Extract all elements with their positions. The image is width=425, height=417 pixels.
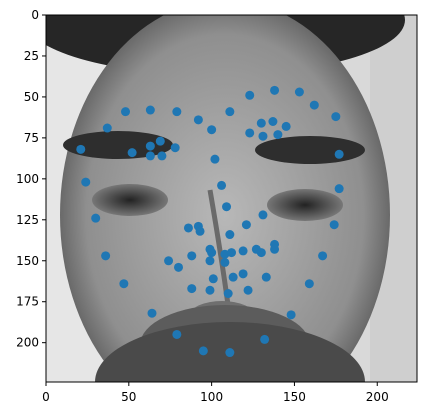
landmark-point-50 <box>281 121 291 131</box>
y-tick-label: 50 <box>24 90 39 104</box>
landmark-point-25 <box>270 85 280 95</box>
landmark-point-42 <box>145 141 155 151</box>
landmark-point-45 <box>157 151 167 161</box>
landmark-point-44 <box>170 143 180 153</box>
face-photo <box>46 15 417 382</box>
landmark-point-57 <box>220 257 230 267</box>
x-tick-label: 0 <box>42 390 50 404</box>
landmark-point-38 <box>238 246 248 256</box>
landmark-point-14 <box>334 184 344 194</box>
landmark-point-33 <box>258 210 268 220</box>
landmark-point-1 <box>81 177 91 187</box>
y-tick-label: 0 <box>31 8 39 22</box>
landmark-points <box>76 85 344 358</box>
landmark-point-46 <box>145 151 155 161</box>
landmark-point-68 <box>243 285 253 295</box>
landmark-point-17 <box>102 123 112 133</box>
landmark-point-10 <box>286 310 296 320</box>
landmark-point-19 <box>145 105 155 115</box>
landmark-point-54 <box>174 262 183 272</box>
landmark-point-16 <box>331 112 341 122</box>
landmark-point-20 <box>172 107 182 117</box>
landmark-point-13 <box>329 220 339 230</box>
landmark-point-9 <box>260 334 270 344</box>
landmark-point-47 <box>245 128 255 138</box>
landmark-point-70 <box>208 274 218 284</box>
landmark-point-30 <box>222 202 232 212</box>
landmark-point-36 <box>205 256 215 266</box>
landmark-point-24 <box>245 90 255 100</box>
landmark-point-61 <box>251 244 261 254</box>
landmark-point-22 <box>207 125 217 135</box>
landmark-point-0 <box>76 144 86 154</box>
landmark-point-35 <box>183 223 193 233</box>
landmark-point-5 <box>147 308 157 318</box>
landmark-point-29 <box>217 180 227 190</box>
x-axis: 0 50 100 150 200 <box>42 382 389 404</box>
landmark-point-65 <box>187 284 197 294</box>
landmark-point-27 <box>309 100 319 110</box>
landmark-point-32 <box>241 220 251 230</box>
landmark-point-55 <box>187 251 197 261</box>
x-tick-label: 200 <box>366 390 389 404</box>
landmark-point-60 <box>270 244 280 254</box>
landmark-point-58 <box>238 269 248 279</box>
landmark-point-26 <box>294 87 304 97</box>
y-tick-label: 200 <box>16 336 39 350</box>
landmark-point-4 <box>119 279 129 289</box>
landmark-point-63 <box>205 244 215 254</box>
landmark-point-31 <box>225 230 235 240</box>
y-tick-label: 175 <box>16 295 39 309</box>
landmark-point-53 <box>164 256 174 266</box>
landmark-point-11 <box>304 279 314 289</box>
y-tick-label: 100 <box>16 172 39 186</box>
x-tick-label: 150 <box>283 390 306 404</box>
landmark-point-51 <box>273 130 283 140</box>
plot-frame <box>45 14 418 383</box>
landmark-point-6 <box>172 329 182 339</box>
landmark-point-41 <box>127 148 137 158</box>
landmark-point-48 <box>256 118 266 128</box>
landmark-point-49 <box>268 116 278 126</box>
landmark-point-3 <box>101 251 111 261</box>
landmark-point-64 <box>195 226 205 236</box>
landmark-point-62 <box>227 248 236 258</box>
y-tick-label: 150 <box>16 254 39 268</box>
y-tick-label: 75 <box>24 131 39 145</box>
landmark-point-43 <box>155 136 165 146</box>
landmark-point-28 <box>210 154 220 164</box>
landmark-point-23 <box>225 107 235 117</box>
landmark-point-2 <box>91 213 101 223</box>
landmark-point-7 <box>198 346 208 356</box>
x-tick-label: 50 <box>121 390 136 404</box>
landmark-point-15 <box>334 149 344 159</box>
landmark-point-66 <box>205 285 215 295</box>
landmark-point-21 <box>193 115 203 125</box>
landmark-point-12 <box>318 251 328 261</box>
landmark-point-18 <box>121 107 130 117</box>
y-axis: 0 25 50 75 100 125 150 175 200 <box>16 8 46 350</box>
x-tick-label: 100 <box>200 390 223 404</box>
landmark-point-69 <box>228 272 238 282</box>
landmark-point-67 <box>223 289 233 299</box>
landmark-point-8 <box>225 348 235 358</box>
landmark-point-59 <box>261 272 271 282</box>
y-tick-label: 25 <box>24 49 39 63</box>
y-tick-label: 125 <box>16 213 39 227</box>
landmark-point-52 <box>258 131 268 141</box>
